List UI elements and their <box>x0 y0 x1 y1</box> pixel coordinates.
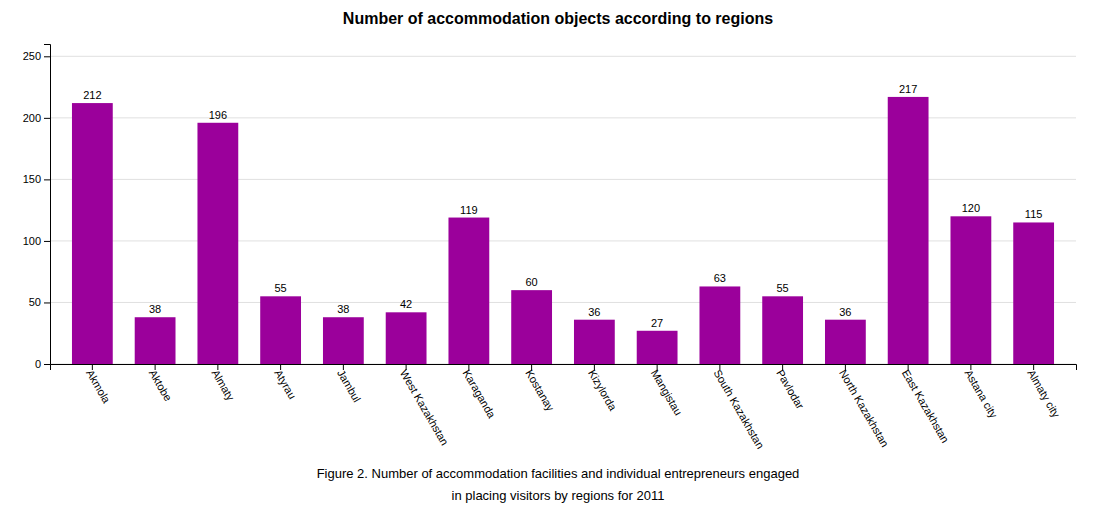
y-tick-mark <box>44 179 50 180</box>
x-tick: Aktobe <box>147 364 175 403</box>
bar <box>637 331 678 364</box>
x-tick-label: Aktobe <box>147 367 175 403</box>
x-tick-label: Pavlodar <box>774 367 806 411</box>
y-tick-label: 250 <box>23 50 41 62</box>
y-tick: 150 <box>23 173 50 185</box>
y-tick-mark <box>44 118 50 119</box>
bar <box>448 218 489 364</box>
bar <box>1013 222 1054 364</box>
x-tick-label: Mangistau <box>649 367 685 417</box>
y-tick: 200 <box>23 112 50 124</box>
y-tick-label: 200 <box>23 112 41 124</box>
x-tick: East Kazakhstan <box>900 364 952 445</box>
data-label: 217 <box>899 83 917 95</box>
caption-line: in placing visitors by regions for 2011 <box>452 488 665 503</box>
x-tick-label: Kostanay <box>523 367 557 413</box>
x-tick: West Kazakhstan <box>398 364 451 447</box>
x-tick: Almaty <box>210 364 237 403</box>
data-label: 55 <box>777 282 789 294</box>
grid <box>50 56 1076 364</box>
bar <box>574 320 615 364</box>
y-tick: 250 <box>23 50 50 62</box>
bar <box>323 317 364 364</box>
data-label: 38 <box>149 303 161 315</box>
y-tick: 0 <box>35 358 50 370</box>
x-tick: Kostanay <box>523 364 557 414</box>
bar <box>72 103 113 364</box>
bar <box>950 216 991 364</box>
data-label: 212 <box>83 89 101 101</box>
x-tick: Kizylorda <box>586 364 619 413</box>
x-tick-label: Almaty <box>210 367 237 403</box>
x-tick-label: Jambul <box>335 367 363 404</box>
data-label: 196 <box>209 109 227 121</box>
y-tick-label: 150 <box>23 173 41 185</box>
x-tick: Akmola <box>84 364 113 406</box>
x-tick: Mangistau <box>649 364 685 417</box>
data-label: 36 <box>839 306 851 318</box>
x-tick: Pavlodar <box>774 364 806 411</box>
bar <box>135 317 176 364</box>
bar <box>762 296 803 364</box>
x-tick: South Kazakhstan <box>712 364 767 451</box>
bars <box>72 97 1054 364</box>
y-tick-mark <box>44 56 50 57</box>
bar <box>825 320 866 364</box>
x-tick-label: Astana city <box>963 367 1001 420</box>
x-tick: North Kazakhstan <box>837 364 891 449</box>
bar <box>511 290 552 364</box>
bar <box>386 312 427 364</box>
bar <box>888 97 929 364</box>
x-tick: Jambul <box>335 364 363 404</box>
x-tick-label: West Kazakhstan <box>398 367 451 447</box>
x-axis: Akmola Aktobe Almaty Atyrau Jambul West Kazak… <box>51 364 1077 451</box>
y-tick-label: 100 <box>23 235 41 247</box>
x-tick-label: Almaty city <box>1025 367 1062 419</box>
y-tick-label: 50 <box>29 296 41 308</box>
data-label: 120 <box>962 202 980 214</box>
bar <box>699 286 740 364</box>
x-tick-label: Akmola <box>84 367 113 406</box>
y-axis: 0 50 100 150 200 250 <box>23 45 51 371</box>
x-tick: Almaty city <box>1025 364 1062 420</box>
x-tick-label: Atyrau <box>272 367 298 401</box>
y-tick: 100 <box>23 235 50 247</box>
x-tick-label: North Kazakhstan <box>837 367 891 449</box>
data-label: 27 <box>651 317 663 329</box>
y-tick: 50 <box>29 296 50 308</box>
data-labels: 212 38 196 55 38 42 119 60 36 27 63 55 36 217 120 115 <box>83 83 1042 329</box>
data-label: 42 <box>400 298 412 310</box>
y-tick-mark <box>44 302 50 303</box>
data-label: 36 <box>588 306 600 318</box>
data-label: 115 <box>1025 208 1043 220</box>
bar <box>260 296 301 364</box>
x-axis-line <box>51 365 1077 371</box>
y-axis-line <box>44 45 51 365</box>
x-tick: Astana city <box>963 364 1001 420</box>
bar <box>197 123 238 364</box>
data-label: 60 <box>525 276 537 288</box>
x-tick-label: Kizylorda <box>586 367 619 413</box>
grid-line <box>50 56 1076 57</box>
x-tick: Karaganda <box>461 364 499 421</box>
x-tick: Atyrau <box>272 364 298 401</box>
data-label: 38 <box>337 303 349 315</box>
caption-line: Figure 2. Number of accommodation facili… <box>317 466 800 481</box>
data-label: 63 <box>714 272 726 284</box>
data-label: 119 <box>460 204 478 216</box>
y-tick-mark <box>44 364 50 365</box>
title: Number of accommodation objects accordin… <box>343 10 773 27</box>
caption: Figure 2. Number of accommodation facili… <box>317 466 800 503</box>
x-tick-label: East Kazakhstan <box>900 367 952 445</box>
chart: Number of accommodation objects accordin… <box>0 0 1116 514</box>
x-tick-label: Karaganda <box>461 367 499 420</box>
x-tick-label: South Kazakhstan <box>712 367 767 450</box>
y-tick-mark <box>44 241 50 242</box>
data-label: 55 <box>274 282 286 294</box>
y-tick-label: 0 <box>35 358 41 370</box>
